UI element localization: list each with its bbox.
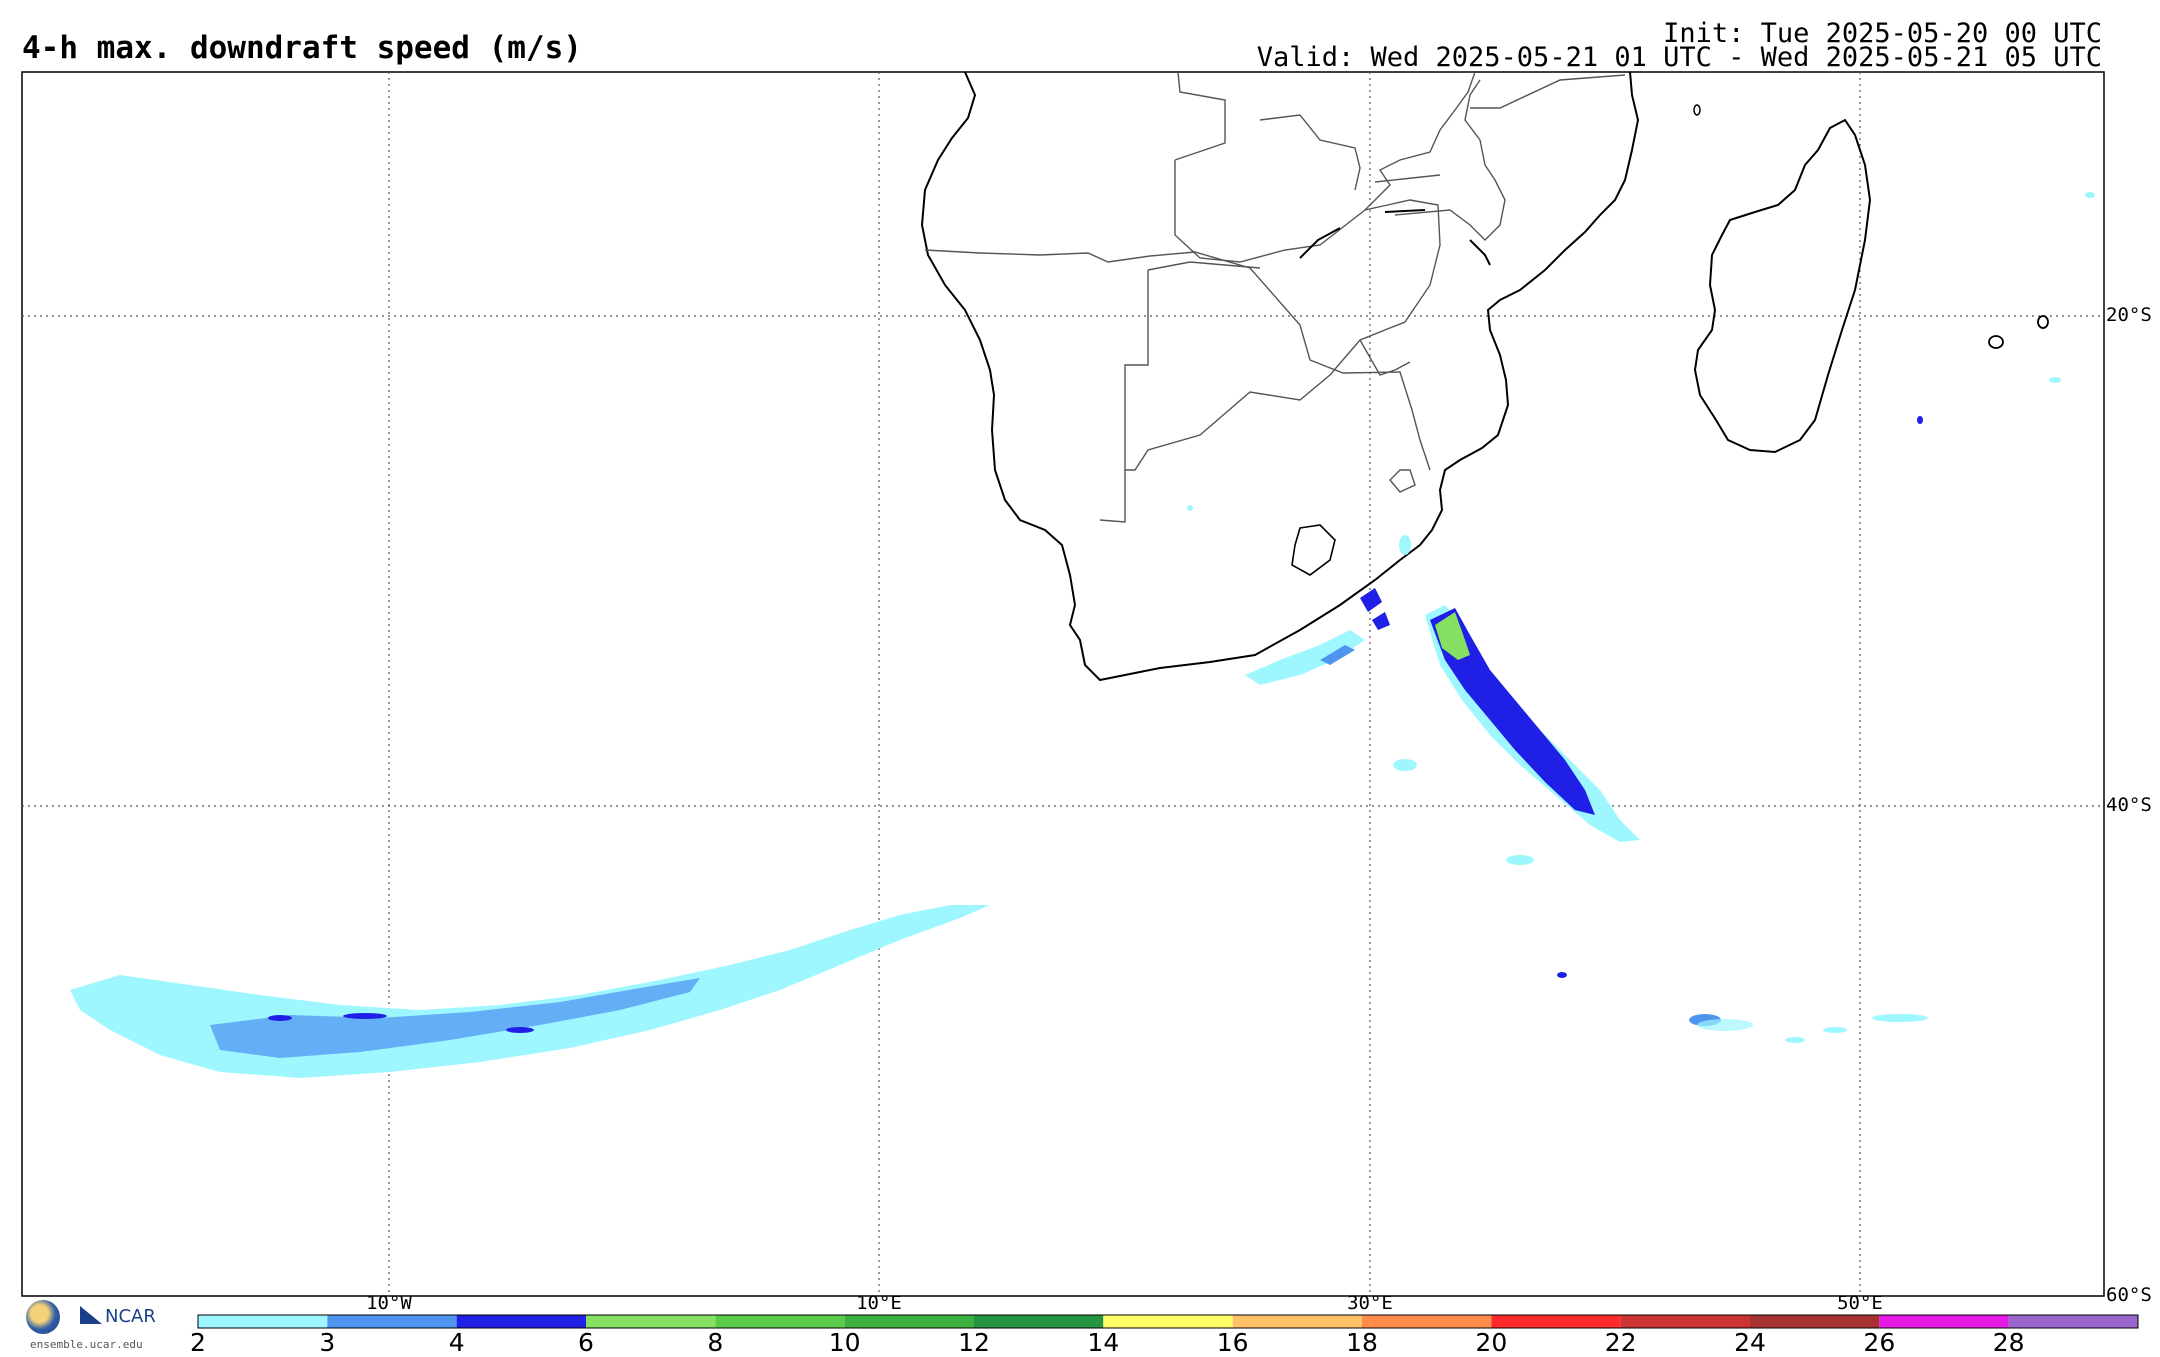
lon-label-50e: 50°E bbox=[1837, 1292, 1883, 1314]
graticule bbox=[22, 72, 2104, 1296]
lake-cahora bbox=[1384, 209, 1426, 213]
colorbar-tick-label: 12 bbox=[958, 1328, 990, 1357]
map-frame bbox=[21, 71, 2105, 1297]
colorbar-tick-label: 6 bbox=[578, 1328, 594, 1357]
colorbar-tick-label: 28 bbox=[1992, 1328, 2025, 1357]
colorbar-tick-label: 8 bbox=[707, 1328, 724, 1357]
colorbar-tick-label: 20 bbox=[1475, 1328, 1508, 1357]
colorbar-tick-label: 16 bbox=[1216, 1328, 1249, 1357]
lon-label-10w: 10°W bbox=[366, 1292, 412, 1314]
init-time: Init: Tue 2025-05-20 00 UTC bbox=[1663, 18, 2102, 49]
downdraft-swath-southeast bbox=[1187, 192, 2095, 1043]
colorbar-tick-label: 14 bbox=[1087, 1328, 1120, 1357]
lake-malawi bbox=[1469, 239, 1491, 266]
colorbar-tick-label: 10 bbox=[828, 1328, 861, 1357]
lake-kariba bbox=[1299, 227, 1341, 259]
ncar-logo: NCAR bbox=[80, 1306, 156, 1327]
site-url: ensemble.ucar.edu bbox=[30, 1338, 143, 1351]
reunion bbox=[2037, 315, 2049, 329]
comoros bbox=[1693, 104, 1701, 116]
colorbar-tick-label: 4 bbox=[448, 1328, 465, 1357]
nsf-logo bbox=[26, 1300, 60, 1334]
lat-label-60s: 60°S bbox=[2106, 1284, 2152, 1306]
lon-label-30e: 30°E bbox=[1347, 1292, 1393, 1314]
colorbar-tick-label: 26 bbox=[1863, 1328, 1896, 1357]
lat-label-40s: 40°S bbox=[2106, 794, 2152, 816]
downdraft-swath-southwest bbox=[70, 905, 990, 1078]
lon-label-10e: 10°E bbox=[856, 1292, 902, 1314]
colorbar-tick-label: 3 bbox=[319, 1328, 336, 1357]
africa-coastline bbox=[920, 71, 1640, 682]
madagascar bbox=[1693, 118, 1872, 454]
colorbar-tick-label: 2 bbox=[190, 1328, 206, 1357]
mauritius bbox=[1988, 335, 2004, 349]
colorbar-tick-label: 22 bbox=[1604, 1328, 1637, 1357]
logo-area: NCAR ensemble.ucar.edu bbox=[22, 1296, 162, 1354]
colorbar-tick-label: 18 bbox=[1346, 1328, 1378, 1357]
country-borders bbox=[924, 71, 1626, 523]
colorbar-tick-label: 24 bbox=[1734, 1328, 1766, 1357]
lat-label-20s: 20°S bbox=[2106, 304, 2152, 326]
valid-time: Valid: Wed 2025-05-21 01 UTC - Wed 2025-… bbox=[1256, 42, 2102, 73]
lesotho bbox=[1291, 524, 1336, 576]
map-title: 4-h max. downdraft speed (m/s) bbox=[22, 30, 582, 66]
